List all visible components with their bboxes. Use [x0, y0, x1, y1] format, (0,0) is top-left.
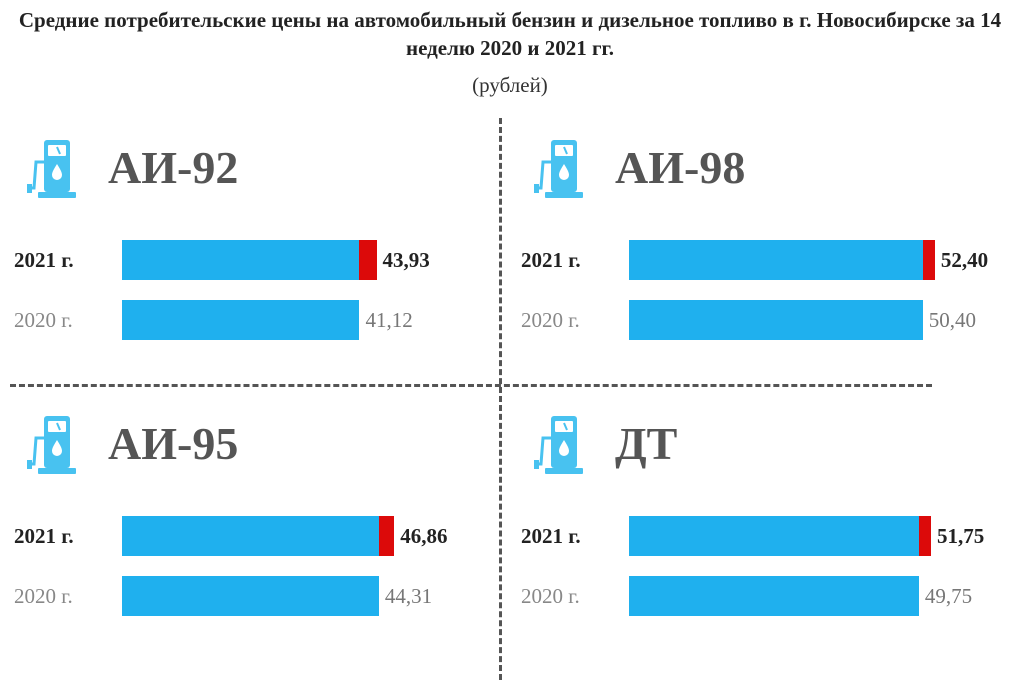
fuel-name: ДТ [615, 418, 678, 469]
fuel-name: АИ-92 [108, 142, 239, 193]
chart-title: Средние потребительские цены на автомоби… [18, 8, 1002, 60]
year-label-2020: 2020 г. [521, 584, 580, 608]
value-label-2020: 41,12 [365, 308, 413, 332]
fuel-pump-icon [24, 138, 84, 200]
value-label-2021: 46,86 [400, 524, 448, 548]
bar-increase-segment [378, 516, 395, 556]
value-label-2020: 44,31 [384, 584, 433, 608]
value-label-2021: 43,93 [382, 248, 430, 272]
vertical-divider [499, 118, 502, 680]
panel-ai-98: АИ-98 2021 г. 52,40 2020 г. 50,40 [521, 138, 991, 340]
fuel-name: АИ-98 [615, 142, 746, 193]
year-label-2021: 2021 г. [521, 248, 581, 272]
year-label-2021: 2021 г. [14, 248, 74, 272]
bar-base-segment [629, 300, 923, 340]
value-label-2021: 52,40 [940, 248, 989, 272]
panel-ai-92: АИ-92 2021 г. 43,93 2020 г. 41,12 [14, 138, 484, 340]
bar-increase-segment [359, 240, 377, 280]
year-label-2021: 2021 г. [14, 524, 74, 548]
bar-base-segment [122, 240, 360, 280]
year-label-2020: 2020 г. [14, 584, 73, 608]
year-label-2020: 2020 г. [14, 308, 73, 332]
fuel-name: АИ-95 [108, 418, 239, 469]
bar-base-segment [629, 240, 923, 280]
bar-base-segment [629, 516, 919, 556]
bar-base-segment [122, 300, 360, 340]
horizontal-divider [10, 384, 932, 387]
panel-ai-95: АИ-95 2021 г. 46,86 2020 г. 44,31 [14, 414, 484, 616]
year-label-2021: 2021 г. [521, 524, 581, 548]
fuel-pump-icon [24, 414, 84, 476]
panel-dt: ДТ 2021 г. 51,75 2020 г. 49,75 [521, 414, 991, 616]
bar-increase-segment [922, 240, 935, 280]
value-label-2020: 50,40 [928, 308, 977, 332]
fuel-pump-icon [531, 138, 591, 200]
bar-base-segment [629, 576, 919, 616]
bar-base-segment [122, 576, 379, 616]
chart-subtitle: (рублей) [472, 73, 548, 97]
value-label-2020: 49,75 [924, 584, 973, 608]
bar-increase-segment [918, 516, 931, 556]
value-label-2021: 51,75 [936, 524, 985, 548]
year-label-2020: 2020 г. [521, 308, 580, 332]
bar-base-segment [122, 516, 379, 556]
fuel-pump-icon [531, 414, 591, 476]
